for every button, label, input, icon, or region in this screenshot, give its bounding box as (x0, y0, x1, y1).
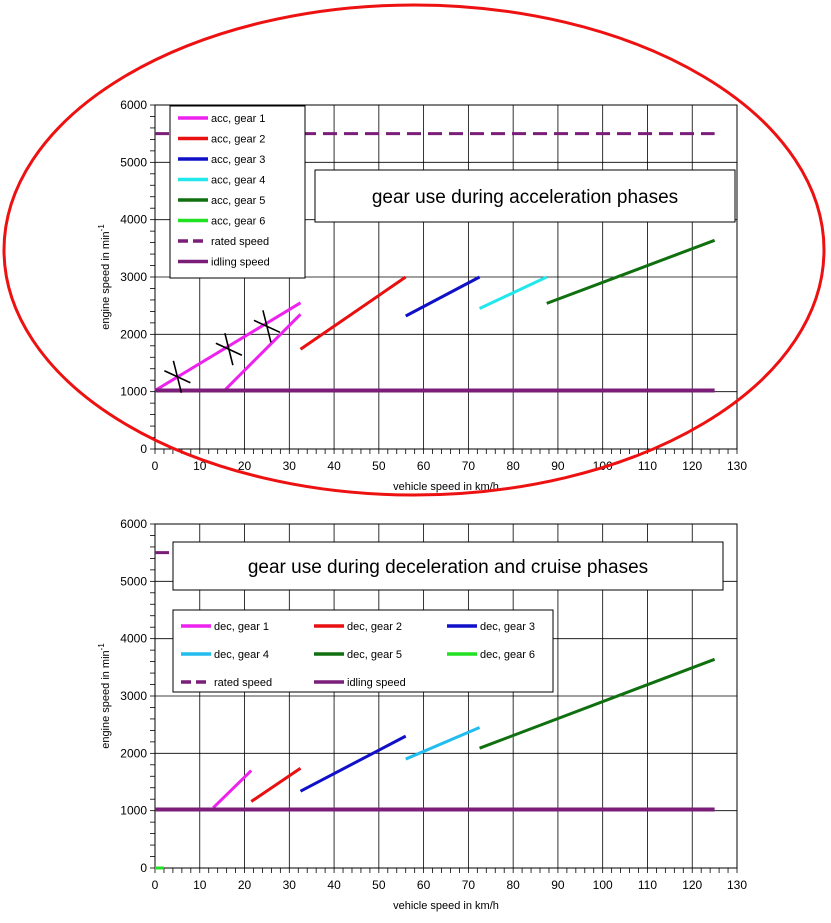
y-axis-label-group: engine speed in min-1 (97, 224, 112, 330)
x-tick-label: 10 (193, 878, 207, 892)
legend-label: dec, gear 2 (347, 621, 402, 633)
x-tick-label: 40 (327, 878, 341, 892)
x-tick-label: 80 (506, 459, 520, 473)
y-axis-label-superscript: -1 (97, 224, 106, 232)
y-tick-label: 0 (140, 861, 147, 875)
series-line-acc-gear-1 (223, 313, 302, 392)
cross-marker (164, 360, 191, 393)
y-axis-label-text: engine speed in min (100, 650, 112, 748)
y-tick-label: 3000 (120, 270, 147, 284)
series-line-acc-gear-4 (478, 275, 548, 310)
x-tick-label: 30 (283, 878, 297, 892)
x-tick-label: 100 (593, 878, 613, 892)
y-axis-label: engine speed in min-1 (97, 224, 112, 330)
y-axis-label-text: engine speed in min (100, 231, 112, 329)
series-line-dec-gear-3 (299, 734, 407, 793)
y-tick-label: 0 (140, 442, 147, 456)
legend-label: idling speed (211, 257, 270, 269)
series-group (155, 551, 716, 870)
y-tick-label: 5000 (120, 155, 147, 169)
legend-label: dec, gear 3 (480, 621, 535, 633)
y-tick-label: 2000 (120, 327, 147, 341)
legend-label: acc, gear 5 (211, 195, 265, 207)
legend-label: dec, gear 1 (214, 621, 269, 633)
series-line-acc-gear-5 (546, 238, 716, 305)
legend: acc, gear 1 acc, gear 2 acc, gear 3 acc, ge… (169, 105, 306, 279)
x-tick-label: 50 (372, 878, 386, 892)
legend-label: dec, gear 5 (347, 649, 402, 661)
y-tick-label: 3000 (120, 689, 147, 703)
x-tick-label: 10 (193, 459, 207, 473)
x-tick-label: 60 (417, 878, 431, 892)
x-tick-label: 20 (238, 878, 252, 892)
y-axis-label: engine speed in min-1 (97, 643, 112, 749)
y-tick-label: 4000 (120, 213, 147, 227)
x-tick-label: 110 (638, 459, 657, 473)
x-tick-label: 0 (152, 878, 159, 892)
x-tick-label: 70 (462, 459, 476, 473)
series-line-acc-gear-2 (299, 275, 407, 351)
x-tick-label: 120 (682, 459, 702, 473)
y-tick-label: 2000 (120, 746, 147, 760)
y-tick-label: 6000 (120, 98, 147, 112)
cross-marker-stroke (262, 310, 272, 343)
cross-marker-stroke (172, 360, 183, 393)
x-tick-label: 120 (682, 878, 702, 892)
deceleration-chart: 0 10 20 30 40 50 60 70 80 90 100 110 120 130 0 1000 2000… (97, 517, 747, 912)
legend-label: acc, gear 2 (211, 134, 265, 146)
series-line-dec-gear-2 (250, 766, 302, 803)
x-tick-label: 50 (372, 459, 386, 473)
x-tick-label: 0 (152, 459, 159, 473)
y-tick-label: 5000 (120, 574, 147, 588)
series-line-dec-gear-5 (479, 657, 716, 750)
x-tick-label: 90 (551, 878, 565, 892)
legend-label: acc, gear 4 (211, 175, 265, 187)
legend-label: idling speed (347, 677, 406, 689)
legend-label: dec, gear 4 (214, 649, 269, 661)
y-axis-label-group: engine speed in min-1 (97, 643, 112, 749)
series-group (154, 132, 716, 393)
legend-label: rated speed (214, 677, 272, 689)
x-tick-label: 40 (327, 459, 341, 473)
x-axis-label: vehicle speed in km/h (393, 481, 499, 493)
y-tick-label: 1000 (120, 804, 147, 818)
x-tick-label: 130 (727, 878, 747, 892)
series-line-dec-gear-4 (405, 726, 481, 761)
x-tick-label: 80 (506, 878, 520, 892)
x-tick-label: 70 (462, 878, 476, 892)
legend-label: acc, gear 3 (211, 154, 265, 166)
x-tick-label: 60 (417, 459, 431, 473)
series-line-acc-gear-3 (405, 275, 481, 318)
x-tick-label: 90 (551, 459, 565, 473)
acceleration-chart: 0 10 20 30 40 50 60 70 80 90 100 110 120 130010002000… (97, 98, 747, 493)
legend-label: acc, gear 1 (211, 113, 265, 125)
highlight-ellipse (2, 3, 826, 497)
legend-label: dec, gear 6 (480, 649, 535, 661)
y-tick-label: 4000 (120, 632, 147, 646)
cross-marker (253, 310, 281, 343)
legend-box (172, 609, 554, 693)
legend: dec, gear 1 dec, gear 2 dec, gear 3 dec, ge… (172, 609, 554, 693)
x-tick-label: 30 (283, 459, 297, 473)
legend-label: rated speed (211, 236, 269, 248)
chart-title: gear use during acceleration phases (372, 187, 678, 208)
y-tick-label: 1000 (120, 385, 147, 399)
x-axis-label: vehicle speed in km/h (393, 900, 499, 912)
y-tick-label: 6000 (120, 517, 147, 531)
x-tick-label: 130 (727, 459, 747, 473)
cross-marker-stroke (224, 333, 234, 366)
x-tick-label: 20 (238, 459, 252, 473)
legend-label: acc, gear 6 (211, 216, 265, 228)
title-box (172, 541, 724, 591)
cross-marker (215, 333, 243, 366)
x-tick-label: 110 (638, 878, 657, 892)
legend-box (169, 105, 306, 279)
series-line-dec-gear-1 (212, 769, 253, 809)
title-box (314, 169, 736, 223)
y-axis-label-superscript: -1 (97, 643, 106, 651)
chart-title: gear use during deceleration and cruise … (248, 557, 648, 578)
